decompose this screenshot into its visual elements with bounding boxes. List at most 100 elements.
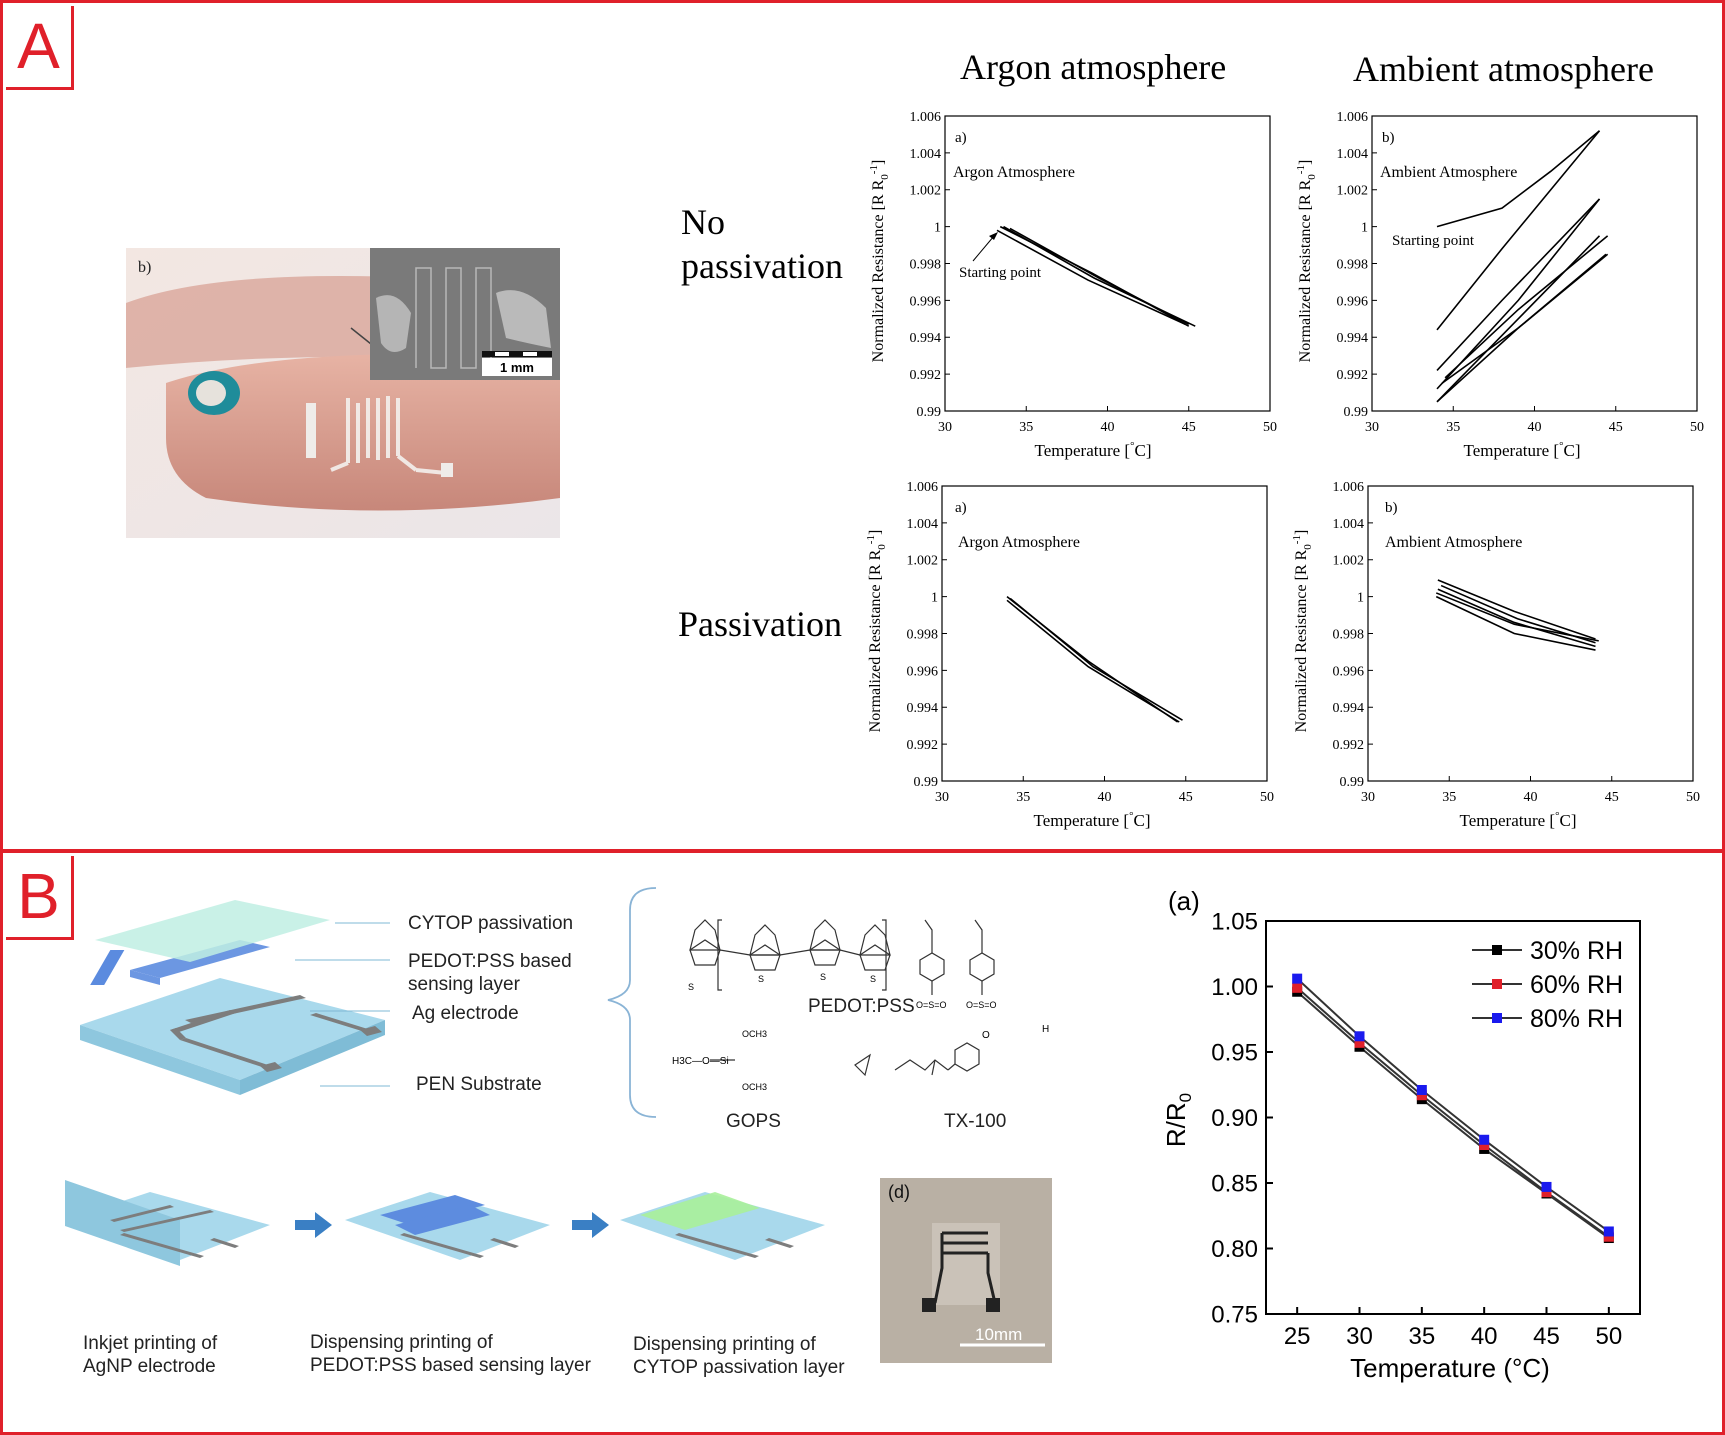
x-tick-label: 40 (1101, 420, 1115, 435)
y-tick-label: 1.05 (1211, 908, 1258, 935)
svg-text:S: S (758, 974, 764, 984)
x-tick-label: 50 (1260, 790, 1274, 805)
y-tick-label: 0.994 (1333, 701, 1365, 716)
row-label-no-passivation: No passivation (681, 200, 843, 288)
panel-tag: b) (1382, 130, 1395, 146)
layer-stack-diagram (80, 900, 390, 1095)
plot-frame (1371, 115, 1698, 412)
y-tick-label: 0.99 (1340, 775, 1365, 790)
series-line (1009, 227, 1190, 326)
x-tick-label: 45 (1179, 790, 1193, 805)
series-line (1009, 597, 1183, 721)
y-tick-label: 0.998 (907, 627, 939, 642)
x-tick-label: 35 (1408, 1323, 1435, 1350)
svg-text:H3C—O—Si: H3C—O—Si (672, 1056, 729, 1067)
series-line (1436, 235, 1601, 403)
panel-b: B (0, 850, 1725, 1435)
y-tick-label: 1.004 (910, 147, 942, 162)
y-tick-label: 0.99 (914, 775, 939, 790)
x-tick-label: 30 (935, 790, 949, 805)
series-line (1436, 253, 1609, 403)
arrow-right-icon (572, 1212, 609, 1238)
legend-label: 30% RH (1530, 937, 1623, 965)
y-tick-label: 1.004 (907, 517, 939, 532)
x-tick-label: 40 (1098, 790, 1112, 805)
arrow-head (989, 232, 998, 240)
x-tick-label: 45 (1605, 790, 1619, 805)
data-point (1416, 1090, 1427, 1101)
x-tick-label: 45 (1533, 1323, 1560, 1350)
ag-electrode-layer (170, 995, 382, 1072)
data-point (1541, 1187, 1552, 1198)
plot-frame (944, 115, 1271, 412)
y-tick-label: 1 (1361, 221, 1368, 236)
row-label-passivation: Passivation (678, 602, 842, 646)
chem-label-tx100: TX-100 (944, 1111, 1007, 1132)
y-tick-label: 0.90 (1211, 1105, 1258, 1132)
chem-label-gops: GOPS (726, 1111, 781, 1132)
y-tick-label: 0.992 (1337, 368, 1369, 383)
svg-text:S: S (870, 974, 876, 984)
y-tick-label: 0.998 (1337, 257, 1369, 272)
layer-label-pedot: PEDOT:PSS based sensing layer (408, 951, 572, 995)
row-label-line-1: Passivation (678, 604, 843, 644)
chemical-structures: S S S S O=S=O O=S=O H3C—O—Si OCH3 OCH3 O… (672, 919, 1049, 1092)
series-line (1436, 198, 1601, 371)
data-point (1354, 1031, 1365, 1042)
x-tick-label: 50 (1595, 1323, 1622, 1350)
annotation-starting-point: Starting point (1392, 233, 1475, 249)
caption-line: CYTOP passivation layer (633, 1357, 845, 1378)
legend-marker (1492, 945, 1502, 955)
x-tick-label: 35 (1442, 790, 1456, 805)
y-tick-label: 1.006 (1333, 480, 1365, 495)
panel-tag: a) (955, 500, 967, 516)
chart-argon-passivation: Normalized Resistance [R R0-1] Temperatu… (865, 480, 1274, 830)
photo-scale-label: 10mm (975, 1325, 1022, 1344)
layer-label-cytop: CYTOP passivation (408, 913, 574, 934)
x-tick-label: 30 (1365, 420, 1379, 435)
series-line (1436, 198, 1601, 390)
y-axis-label: Normalized Resistance [R R0-1] (1291, 530, 1314, 733)
series-line (1006, 599, 1180, 723)
y-tick-label: 0.994 (1337, 331, 1369, 346)
y-axis-label: Normalized Resistance [R R0-1] (1295, 160, 1318, 363)
y-tick-label: 1.00 (1211, 974, 1258, 1001)
col-header-ambient: Ambient atmosphere (1353, 49, 1654, 89)
y-tick-label: 0.996 (910, 294, 942, 309)
x-tick-label: 35 (1016, 790, 1030, 805)
step-2-caption: Dispensing printing of PEDOT:PSS based s… (310, 1331, 591, 1377)
in-plot-title: Argon Atmosphere (953, 164, 1075, 181)
svg-text:S: S (688, 982, 694, 992)
in-plot-title: Argon Atmosphere (958, 534, 1080, 551)
x-tick-label: 25 (1284, 1323, 1311, 1350)
row-label-line-2: passivation (681, 246, 843, 286)
y-tick-label: 0.99 (1344, 405, 1369, 420)
step-2-graphic (345, 1192, 550, 1260)
y-tick-label: 1.006 (1337, 110, 1369, 125)
y-tick-label: 1.002 (907, 554, 939, 569)
step-3-graphic (620, 1192, 825, 1260)
data-point (1416, 1084, 1427, 1095)
series-line (1437, 579, 1596, 640)
x-tick-label: 30 (938, 420, 952, 435)
y-tick-label: 1.004 (1333, 517, 1365, 532)
panel-tag: a) (955, 130, 967, 146)
series-line (1296, 987, 1610, 1238)
data-point (1603, 1231, 1614, 1242)
data-point (1292, 982, 1303, 993)
svg-text:OCH3: OCH3 (742, 1082, 767, 1092)
y-tick-label: 0.996 (1333, 664, 1365, 679)
series-line (1296, 977, 1610, 1233)
arrow-right-icon (295, 1212, 332, 1238)
data-point (1541, 1181, 1552, 1192)
panel-tag: b) (1385, 500, 1398, 516)
y-tick-label: 1 (934, 221, 941, 236)
y-tick-label: 0.994 (910, 331, 942, 346)
legend-label: 80% RH (1530, 1005, 1623, 1033)
chart-ambient-passivation: Normalized Resistance [R R0-1] Temperatu… (1291, 480, 1700, 830)
data-point (1479, 1140, 1490, 1151)
device-photo: (d) 10mm (880, 1178, 1052, 1363)
photo-tag: (d) (888, 1182, 910, 1202)
y-tick-label: 0.80 (1211, 1236, 1258, 1263)
x-tick-label: 35 (1019, 420, 1033, 435)
